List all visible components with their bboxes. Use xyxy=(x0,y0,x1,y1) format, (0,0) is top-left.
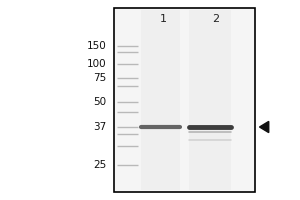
Bar xyxy=(114,8,255,192)
Text: 50: 50 xyxy=(93,97,106,107)
Polygon shape xyxy=(260,121,269,133)
Text: 1: 1 xyxy=(160,14,167,24)
Text: 37: 37 xyxy=(93,122,106,132)
Bar xyxy=(141,10,180,190)
Text: 150: 150 xyxy=(87,41,106,51)
Text: 100: 100 xyxy=(87,59,106,69)
Text: 75: 75 xyxy=(93,73,106,83)
Text: 2: 2 xyxy=(212,14,220,24)
Text: 25: 25 xyxy=(93,160,106,170)
Bar xyxy=(189,10,231,190)
